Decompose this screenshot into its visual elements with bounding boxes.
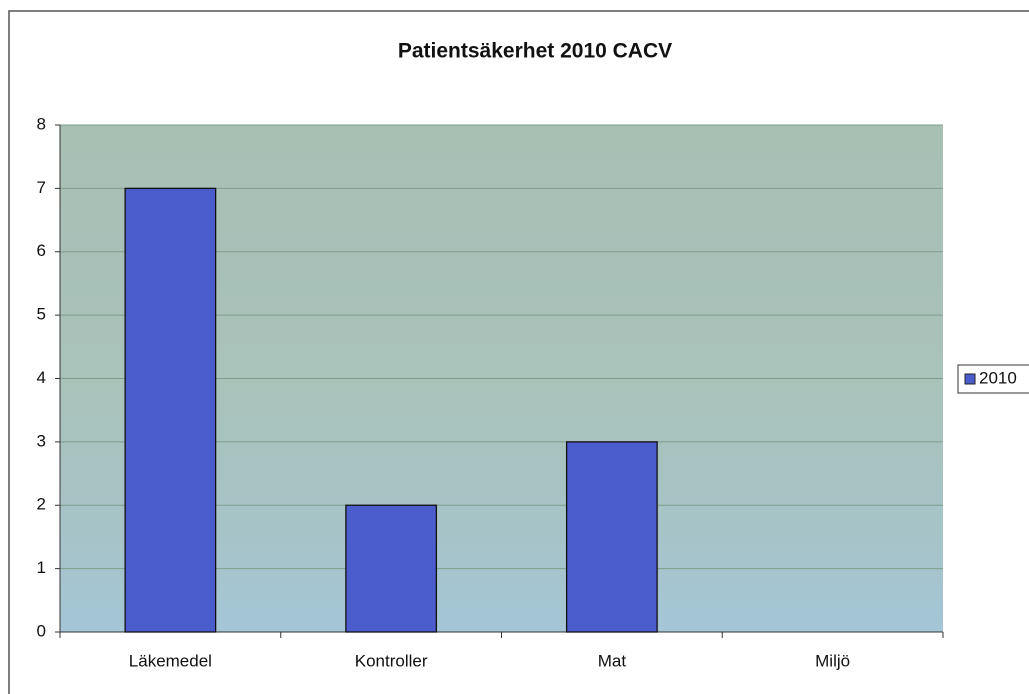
chart-title: Patientsäkerhet 2010 CACV [398,40,672,63]
y-tick-label: 5 [37,305,46,324]
bar [565,441,658,633]
y-tick-label: 3 [37,431,46,450]
y-tick-label: 2 [37,495,46,514]
y-tick-label: 6 [37,241,46,260]
x-tick-label: Miljö [815,651,850,670]
x-tick-label: Läkemedel [129,651,212,670]
legend-label: 2010 [979,368,1017,387]
bar [345,504,438,633]
y-tick-label: 0 [37,621,46,640]
x-tick-label: Kontroller [355,651,428,670]
y-tick-label: 4 [37,368,46,387]
y-tick-label: 7 [37,178,46,197]
y-tick-label: 8 [37,114,46,133]
x-tick-label: Mat [598,651,627,670]
y-tick-label: 1 [37,558,46,577]
bar [124,187,217,633]
legend-swatch [964,373,976,385]
